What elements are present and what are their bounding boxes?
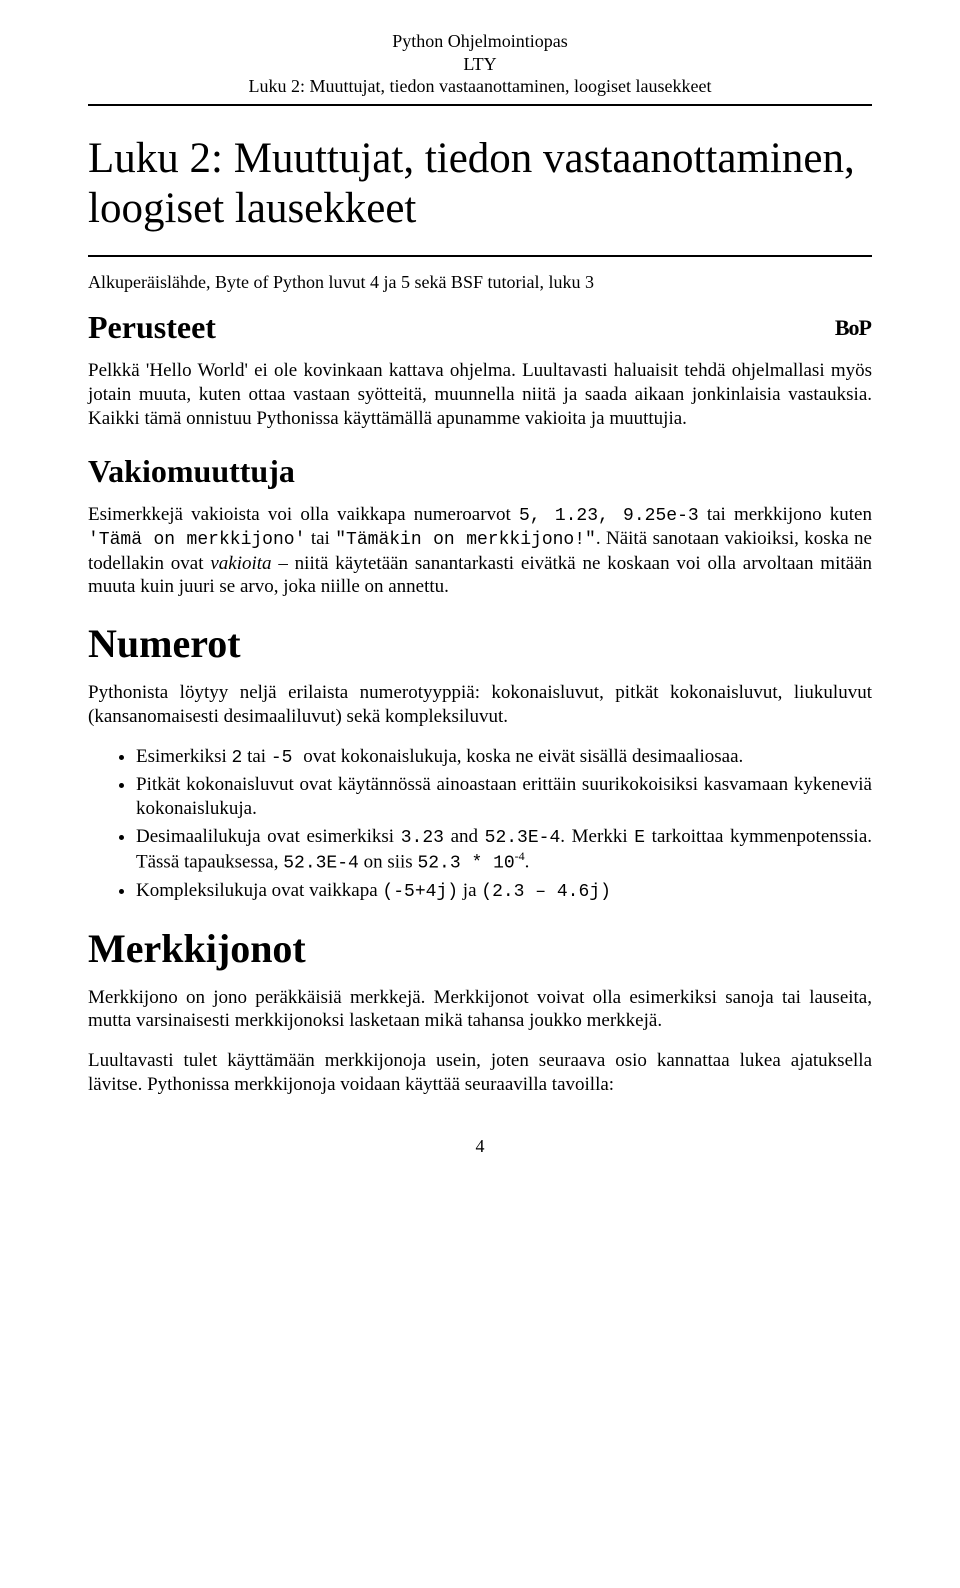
text: . bbox=[525, 852, 530, 873]
code-literal: (2.3 – 4.6j) bbox=[481, 882, 611, 902]
merkkijonot-paragraph-1: Merkkijono on jono peräkkäisiä merkkejä.… bbox=[88, 986, 872, 1034]
title-rule bbox=[88, 255, 872, 257]
list-item: Pitkät kokonaisluvut ovat käytännössä ai… bbox=[136, 773, 872, 821]
header-line-2: LTY bbox=[88, 53, 872, 76]
subtitle: Alkuperäislähde, Byte of Python luvut 4 … bbox=[88, 271, 872, 294]
merkkijonot-paragraph-2: Luultavasti tulet käyttämään merkkijonoj… bbox=[88, 1049, 872, 1097]
page-number: 4 bbox=[88, 1135, 872, 1158]
perusteet-paragraph: Pelkkä 'Hello World' ei ole kovinkaan ka… bbox=[88, 359, 872, 430]
heading-perusteet: Perusteet bbox=[88, 307, 216, 347]
text: Kompleksilukuja ovat vaikkapa bbox=[136, 880, 382, 901]
list-item: Kompleksilukuja ovat vaikkapa (-5+4j) ja… bbox=[136, 879, 872, 904]
code-literal: -5 bbox=[271, 748, 303, 768]
text: . Merkki bbox=[560, 826, 634, 847]
list-item: Esimerkiksi 2 tai -5 ovat kokonaislukuja… bbox=[136, 745, 872, 770]
text: Esimerkkejä vakioista voi olla vaikkapa … bbox=[88, 504, 519, 525]
text: Desimaalilukuja ovat esimerkiksi bbox=[136, 826, 401, 847]
superscript: -4 bbox=[515, 849, 525, 863]
text: tai bbox=[305, 528, 335, 549]
text: on siis bbox=[359, 852, 418, 873]
code-literal: 3.23 bbox=[401, 828, 444, 848]
header-line-1: Python Ohjelmointiopas bbox=[88, 30, 872, 53]
text: Esimerkiksi bbox=[136, 746, 232, 767]
code-literal: 52.3E-4 bbox=[283, 854, 359, 874]
vakiomuuttuja-paragraph: Esimerkkejä vakioista voi olla vaikkapa … bbox=[88, 503, 872, 600]
code-literal: 2 bbox=[232, 748, 243, 768]
emphasis: vakioita bbox=[210, 553, 271, 574]
list-item: Desimaalilukuja ovat esimerkiksi 3.23 an… bbox=[136, 825, 872, 875]
heading-numerot: Numerot bbox=[88, 619, 872, 669]
code-literal: 52.3 * 10 bbox=[417, 854, 514, 874]
code-literal: (-5+4j) bbox=[382, 882, 458, 902]
code-literal: 'Tämä on merkkijono' bbox=[88, 530, 305, 550]
code-literal: 52.3E-4 bbox=[485, 828, 561, 848]
heading-vakiomuuttuja: Vakiomuuttuja bbox=[88, 451, 872, 491]
header-rule bbox=[88, 104, 872, 106]
perusteet-heading-row: Perusteet BoP bbox=[88, 307, 872, 347]
header-line-3: Luku 2: Muuttujat, tiedon vastaanottamin… bbox=[88, 75, 872, 98]
heading-merkkijonot: Merkkijonot bbox=[88, 924, 872, 974]
code-literal: E bbox=[634, 828, 645, 848]
numerot-intro-paragraph: Pythonista löytyy neljä erilaista numero… bbox=[88, 681, 872, 729]
text: ja bbox=[458, 880, 481, 901]
text: tai bbox=[242, 746, 271, 767]
page-title: Luku 2: Muuttujat, tiedon vastaanottamin… bbox=[88, 134, 872, 235]
bop-icon: BoP bbox=[834, 313, 872, 343]
text: tai merkkijono kuten bbox=[699, 504, 872, 525]
numerot-list: Esimerkiksi 2 tai -5 ovat kokonaislukuja… bbox=[88, 745, 872, 904]
code-literal: 5, 1.23, 9.25e-3 bbox=[519, 506, 699, 526]
code-literal: "Tämäkin on merkkijono!" bbox=[335, 530, 596, 550]
text: and bbox=[444, 826, 485, 847]
text: ovat kokonaislukuja, koska ne eivät sisä… bbox=[303, 746, 743, 767]
page-header: Python Ohjelmointiopas LTY Luku 2: Muutt… bbox=[88, 30, 872, 98]
